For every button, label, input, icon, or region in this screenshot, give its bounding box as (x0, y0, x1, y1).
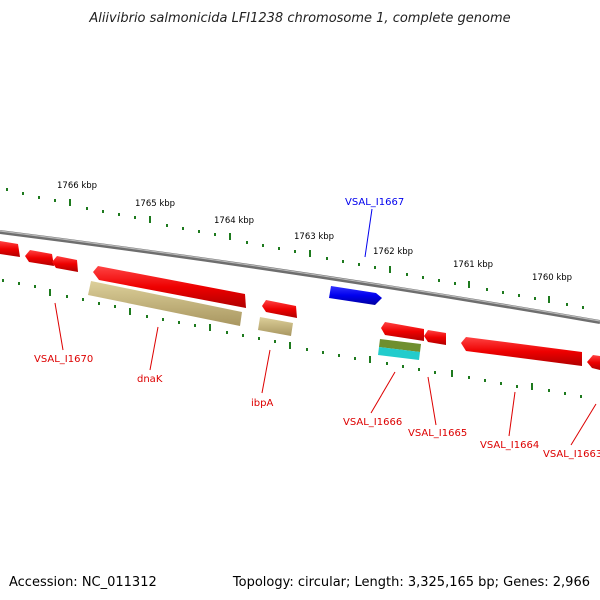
ruler-tick-label: 1764 kbp (214, 216, 254, 226)
ruler-tick-label: 1760 kbp (532, 273, 572, 283)
gene-label[interactable]: VSAL_I1670 (34, 354, 93, 365)
gene-feature (0, 241, 20, 257)
feature-cyan (378, 347, 420, 360)
leader-lines (54, 302, 597, 446)
ruler-tick-label: 1762 kbp (373, 247, 413, 257)
chromosome-backbone (0, 230, 600, 324)
topology-summary: Topology: circular; Length: 3,325,165 bp… (232, 575, 590, 590)
reverse-genes[interactable] (0, 241, 600, 370)
gene-label[interactable]: VSAL_I1663 (543, 449, 600, 460)
gene-feature (381, 322, 424, 341)
gene-leader-line (364, 208, 373, 258)
gene-feature (93, 266, 246, 308)
feature-olive (88, 281, 242, 326)
ruler-tick-label: 1761 kbp (453, 260, 493, 270)
feature-green (379, 339, 421, 352)
gene-vsal-i1667-feature[interactable] (329, 286, 382, 305)
gene-label[interactable]: VSAL_I1665 (408, 428, 467, 439)
gene-feature (25, 250, 54, 266)
gene-feature (262, 300, 297, 318)
gene-feature (52, 256, 78, 272)
gene-feature (424, 330, 446, 345)
inner-ruler (2, 279, 582, 398)
gene-feature (587, 355, 600, 370)
gene-label[interactable]: dnaK (137, 374, 163, 385)
accession-text: Accession: NC_011312 (9, 575, 157, 590)
gene-label[interactable]: VSAL_I1664 (480, 440, 539, 451)
ruler-tick-label: 1766 kbp (57, 181, 97, 191)
feature-olive (258, 317, 293, 336)
ruler-labels: 1766 kbp 1765 kbp 1764 kbp 1763 kbp 1762… (57, 181, 572, 283)
gene-label[interactable]: VSAL_I1667 (345, 197, 404, 208)
ruler-tick-label: 1763 kbp (294, 232, 334, 242)
gene-label[interactable]: ibpA (251, 398, 273, 409)
gene-labels: VSAL_I1667 VSAL_I1670 dnaK ibpA VSAL_I16… (34, 197, 600, 460)
other-features[interactable] (88, 281, 421, 360)
gene-label[interactable]: VSAL_I1666 (343, 417, 402, 428)
outer-ruler (6, 188, 584, 309)
ruler-tick-label: 1765 kbp (135, 199, 175, 209)
gene-feature (461, 337, 582, 366)
map-title: Aliivibrio salmonicida LFI1238 chromosom… (88, 11, 510, 26)
